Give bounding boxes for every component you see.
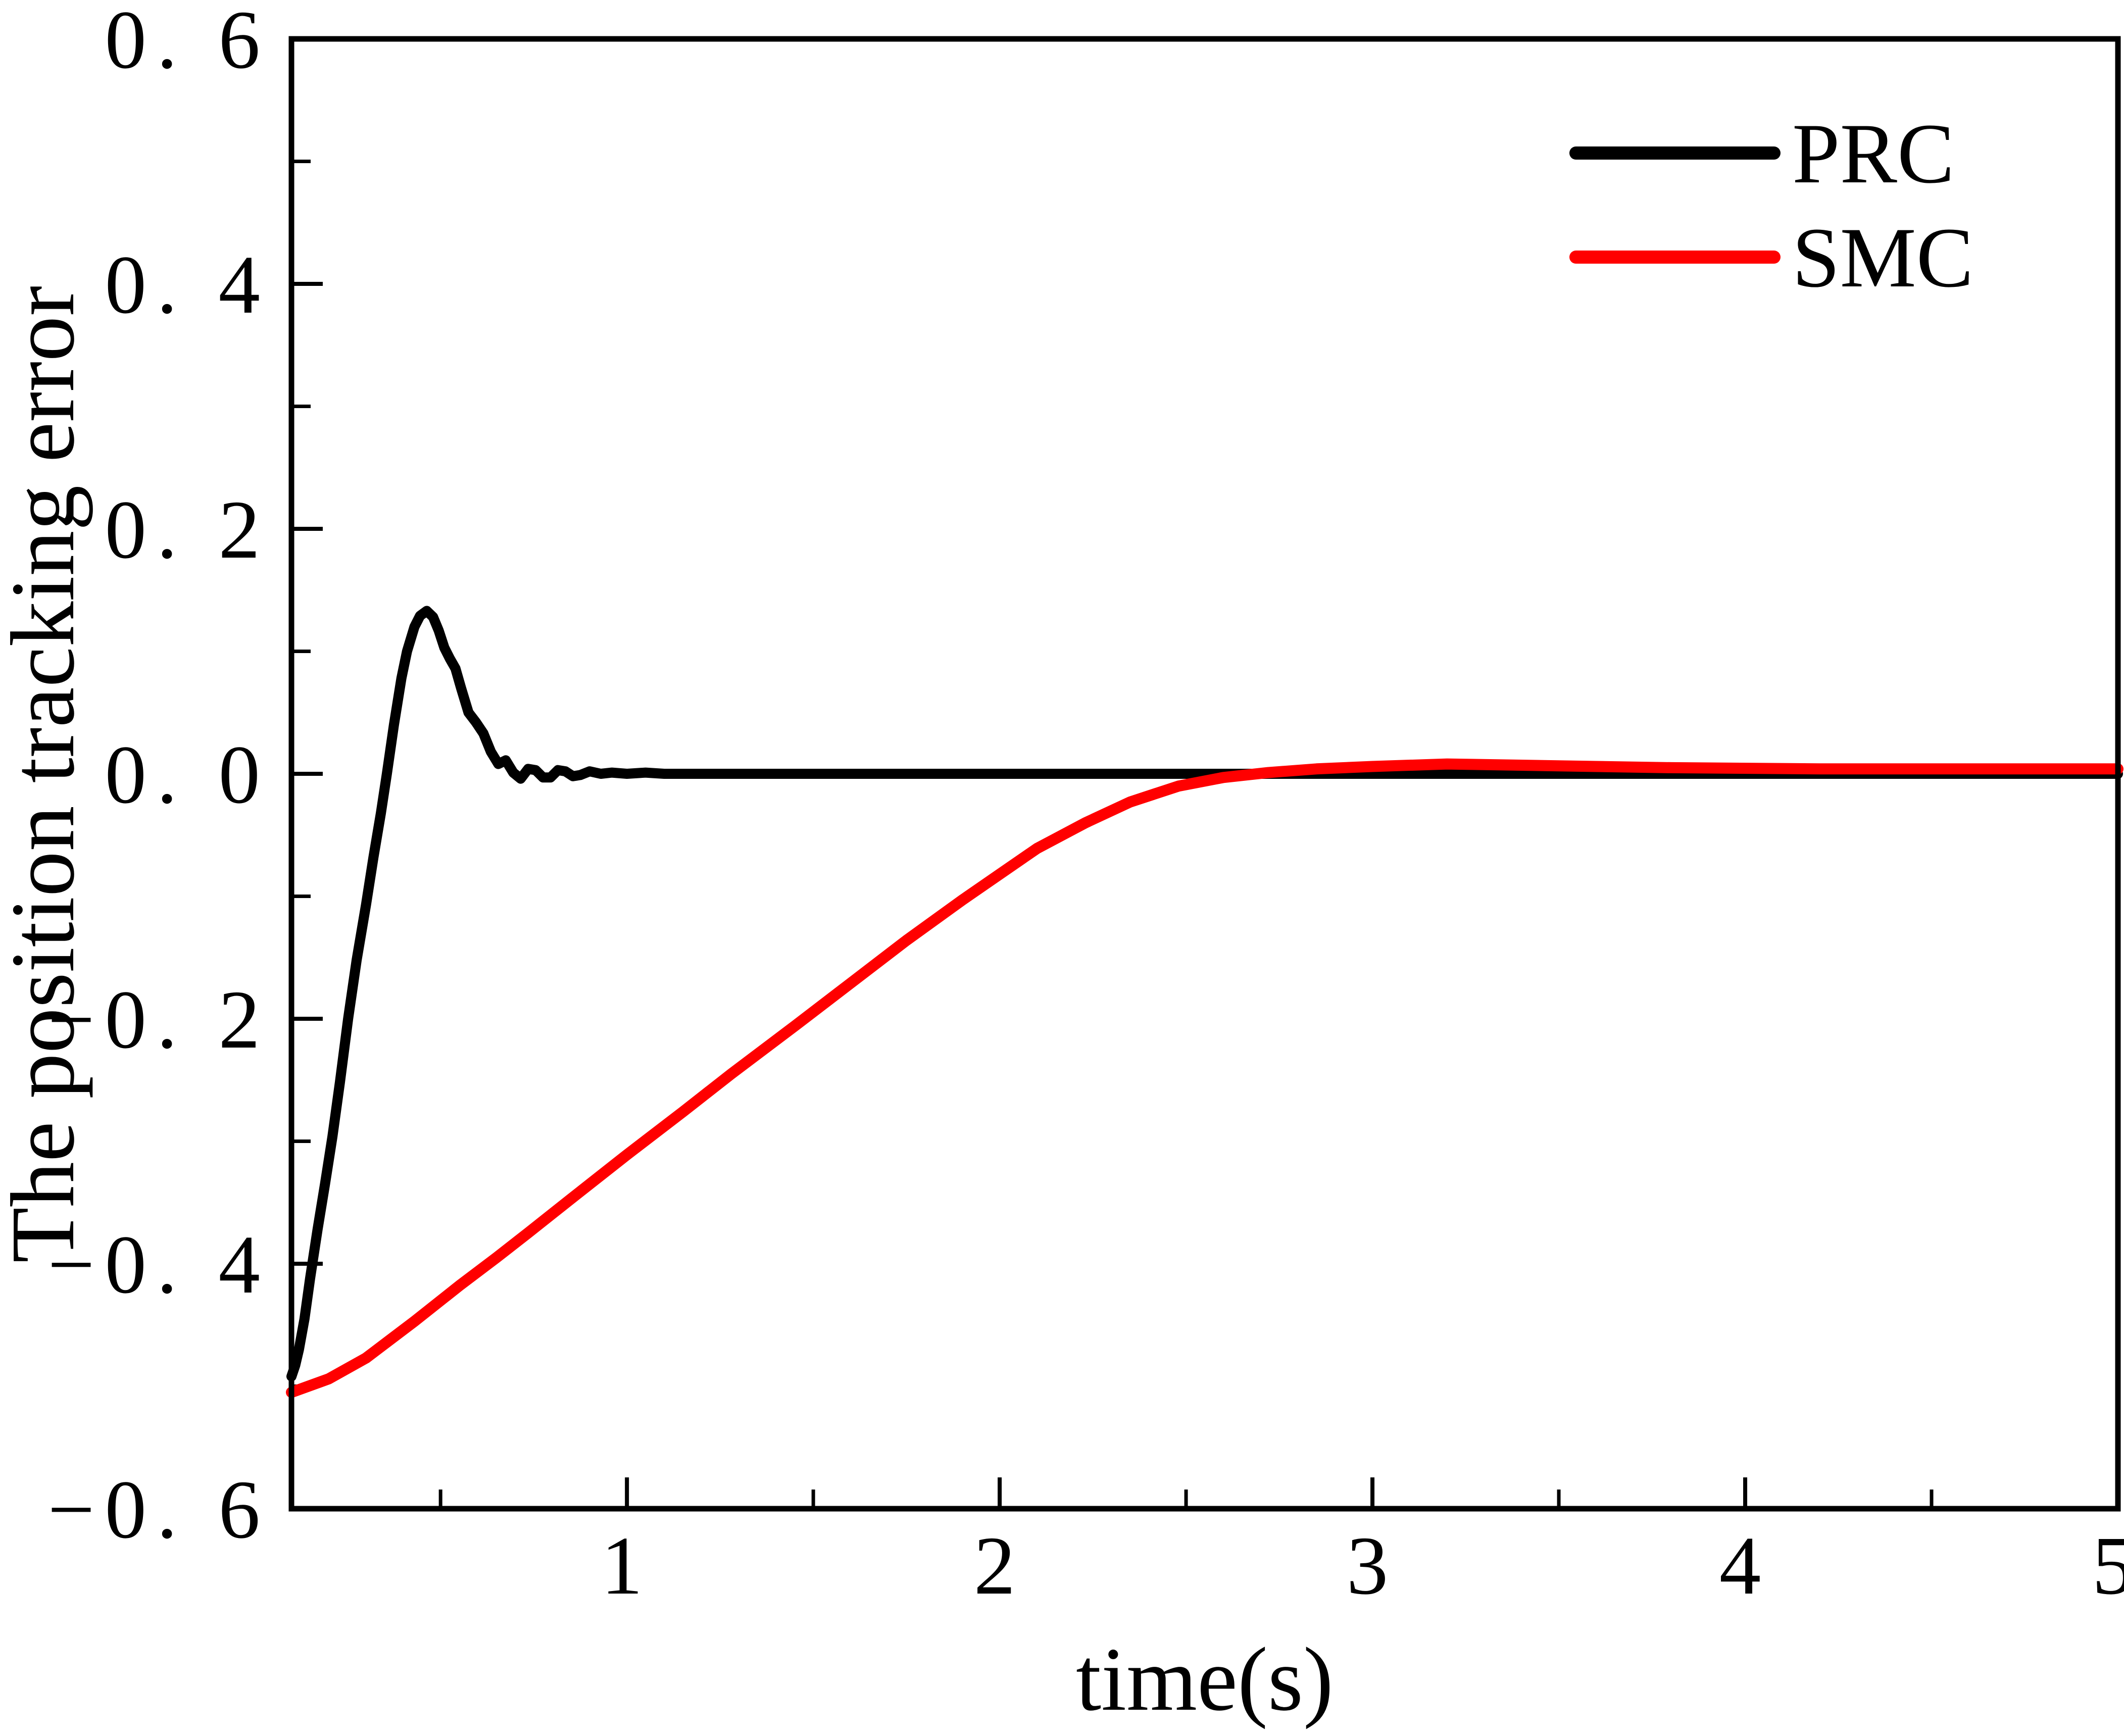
y-tick-label--0.6: −0. 6 — [47, 1463, 270, 1556]
x-tick-label-5: 5 — [2092, 1519, 2124, 1612]
legend-label-smc: SMC — [1792, 210, 1973, 305]
axis-tick-labels: 1 2 3 4 5 0. 6 0. 4 0. 2 0. 0 −0. 2 −0. 4 −0. 6 — [47, 0, 2124, 1612]
y-axis-title: The position tracking error — [0, 286, 93, 1263]
y-tick-label-0.6: 0. 6 — [105, 0, 271, 86]
x-axis-title: time(s) — [1076, 1629, 1333, 1729]
legend-label-prc: PRC — [1792, 106, 1954, 201]
legend: PRC SMC — [1569, 106, 1973, 305]
y-tick-label--0.4: −0. 4 — [47, 1218, 270, 1311]
y-tick-label-0: 0. 0 — [105, 728, 271, 821]
series-line-smc — [286, 758, 2123, 1398]
y-tick-label--0.2: −0. 2 — [47, 973, 270, 1066]
plot-frame — [288, 36, 2121, 1512]
series-line-prc — [286, 606, 2123, 1382]
y-tick-label-0.4: 0. 4 — [105, 238, 271, 331]
x-tick-label-3: 3 — [1347, 1519, 1399, 1612]
x-tick-label-1: 1 — [601, 1519, 653, 1612]
y-tick-label-0.2: 0. 2 — [105, 483, 271, 576]
x-tick-label-2: 2 — [974, 1519, 1026, 1612]
x-tick-label-4: 4 — [1719, 1519, 1771, 1612]
series-lines — [286, 606, 2123, 1398]
